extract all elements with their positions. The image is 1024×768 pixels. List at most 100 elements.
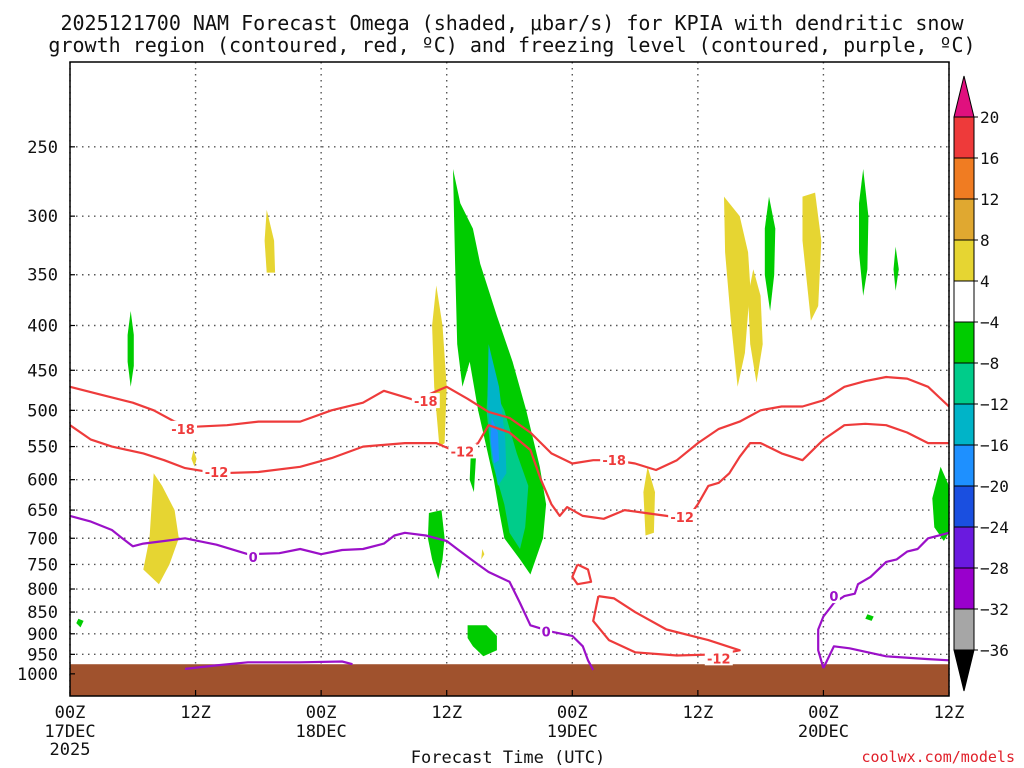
x-tick-label: 12Z xyxy=(431,703,462,723)
contour-label-bg xyxy=(668,509,697,525)
colorbar-under-arrow xyxy=(953,649,975,692)
omega-region xyxy=(859,169,869,296)
omega-region xyxy=(76,618,84,628)
colorbar-label: −12 xyxy=(980,395,1009,414)
y-tick-label: 500 xyxy=(27,401,58,421)
y-tick-label: 300 xyxy=(27,207,58,227)
contour-label: -18 xyxy=(414,395,438,410)
y-tick-label: 900 xyxy=(27,625,58,645)
colorbar-label: 16 xyxy=(980,149,999,168)
contour-label-bg xyxy=(540,623,553,639)
x-tick-label: 12Z xyxy=(682,703,713,723)
colorbar-label: −16 xyxy=(980,436,1009,455)
colorbar-band xyxy=(953,567,975,610)
omega-region xyxy=(932,466,949,541)
contour-label-bg xyxy=(600,452,629,468)
y-axis: 2503003504004505005506006507007508008509… xyxy=(17,138,75,685)
dendritic-contour xyxy=(69,422,949,520)
colorbar-band xyxy=(953,239,975,282)
freezing-contour xyxy=(817,531,950,669)
omega-region xyxy=(802,192,822,321)
colorbar-band xyxy=(953,116,975,159)
x-tick-label: 12Z xyxy=(934,703,965,723)
x-tick-date: 19DEC xyxy=(547,722,598,742)
x-tick-year: 2025 xyxy=(50,740,91,760)
freezing-contour xyxy=(822,645,950,669)
colorbar-label: 20 xyxy=(980,108,999,127)
contour-labels: -18 -18 -18 -12 -12 -12 -12 0 0 0 xyxy=(169,393,840,667)
colorbar-band xyxy=(953,485,975,528)
colorbar-band xyxy=(953,526,975,569)
contour-label: 0 xyxy=(829,590,838,605)
chart-title-line-1: 2025121700 NAM Forecast Omega (shaded, μ… xyxy=(60,11,964,35)
x-tick-date: 17DEC xyxy=(44,722,95,742)
contour-label-bg xyxy=(448,443,477,459)
plot-frame xyxy=(69,61,950,697)
y-tick-label: 650 xyxy=(27,501,58,521)
y-tick-label: 550 xyxy=(27,438,58,458)
colorbar-label: −28 xyxy=(980,559,1009,578)
y-tick-label: 850 xyxy=(27,603,58,623)
y-tick-label: 800 xyxy=(27,580,58,600)
omega-region xyxy=(264,209,276,273)
colorbar-band xyxy=(953,444,975,487)
freezing-contour xyxy=(69,514,595,671)
omega-region xyxy=(643,466,655,536)
colorbar-band xyxy=(953,403,975,446)
y-tick-label: 250 xyxy=(27,138,58,158)
x-tick-label: 00Z xyxy=(55,703,86,723)
colorbar-band xyxy=(953,157,975,200)
omega-region xyxy=(469,453,476,493)
colorbar-label: −36 xyxy=(980,641,1009,660)
dendritic-contour xyxy=(571,563,593,586)
colorbar-label: −8 xyxy=(980,354,999,373)
y-tick-label: 600 xyxy=(27,471,58,491)
contour-label-bg xyxy=(169,420,198,436)
contour-label: -12 xyxy=(670,511,694,526)
colorbar-label: 12 xyxy=(980,190,999,209)
contour-label: 0 xyxy=(542,626,551,641)
plot-area: -18 -18 -18 -12 -12 -12 -12 0 0 0 xyxy=(69,61,950,697)
terrain-band xyxy=(70,664,949,696)
x-tick-label: 00Z xyxy=(808,703,839,723)
y-tick-label: 950 xyxy=(27,645,58,665)
omega-region xyxy=(143,473,179,585)
y-tick-label: 1000 xyxy=(17,665,58,685)
colorbar-label: −4 xyxy=(980,313,999,332)
y-tick-label: 700 xyxy=(27,529,58,549)
colorbar-label: −20 xyxy=(980,477,1009,496)
contour-label: 0 xyxy=(249,551,258,566)
omega-region xyxy=(764,196,776,311)
omega-region xyxy=(191,450,197,467)
contour-label: -18 xyxy=(171,423,195,438)
y-tick-label: 400 xyxy=(27,317,58,337)
colorbar-label: 4 xyxy=(980,272,990,291)
chart-title-line-2: growth region (contoured, red, ºC) and f… xyxy=(48,33,975,57)
x-tick-label: 00Z xyxy=(557,703,588,723)
contour-label-bg xyxy=(704,650,733,666)
omega-region xyxy=(481,549,485,560)
contour-label-bg xyxy=(247,548,260,564)
colorbar-band xyxy=(953,362,975,405)
colorbar: 20 16 12 8 4 −4 −8 −12 −16 −20 −24 −28 −32 −36 xyxy=(953,75,1009,692)
dendritic-contour xyxy=(69,375,950,472)
omega-region xyxy=(724,196,751,387)
x-tick-date: 20DEC xyxy=(798,722,849,742)
colorbar-label: −32 xyxy=(980,600,1009,619)
y-tick-label: 750 xyxy=(27,555,58,575)
omega-region xyxy=(432,285,447,447)
x-tick-label: 00Z xyxy=(306,703,337,723)
colorbar-label: −24 xyxy=(980,518,1009,537)
omega-region xyxy=(490,417,499,464)
colorbar-band xyxy=(953,280,975,323)
freezing-contour xyxy=(184,660,353,670)
omega-region xyxy=(467,625,497,657)
x-tick-date: 18DEC xyxy=(296,722,347,742)
omega-region xyxy=(748,269,763,383)
colorbar-band xyxy=(953,198,975,241)
contour-label-bg xyxy=(202,463,231,479)
credit-text[interactable]: coolwx.com/models xyxy=(861,748,1015,766)
contour-label: -12 xyxy=(451,445,475,460)
omega-region xyxy=(865,614,874,621)
